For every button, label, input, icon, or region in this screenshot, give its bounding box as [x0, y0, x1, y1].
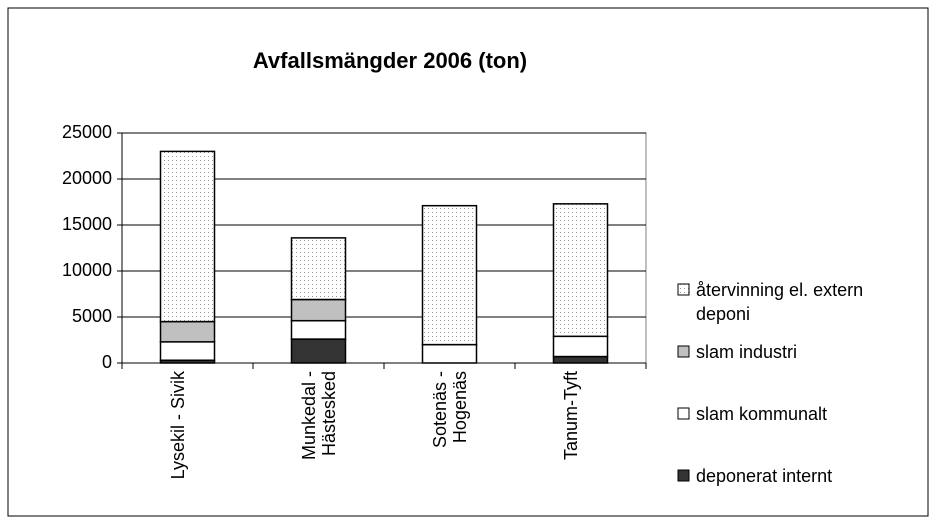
bar-segment	[421, 204, 478, 346]
bar-segment	[290, 319, 347, 340]
legend-marker	[677, 283, 690, 296]
x-tick-label: Lysekil - Sivik	[167, 371, 188, 480]
x-tick-label: Sotenäs - Hogenäs	[429, 371, 470, 449]
legend-label: återvinning el. extern deponi	[696, 280, 864, 324]
bar-segment	[552, 335, 609, 358]
legend-label: slam kommunalt	[696, 404, 828, 424]
bar-segment	[159, 341, 216, 361]
y-tick-label: 0	[102, 352, 112, 372]
y-tick-label: 25000	[62, 122, 112, 142]
chart-title: Avfallsmängder 2006 (ton)	[253, 48, 527, 73]
bar-segment	[421, 343, 478, 364]
x-tick-label: Munkedal - Hästesked	[298, 371, 339, 461]
bar-segment	[552, 355, 609, 364]
y-tick-label: 5000	[72, 306, 112, 326]
x-tick-label: Tanum-Tyft	[560, 371, 581, 461]
y-tick-label: 10000	[62, 260, 112, 280]
legend-marker	[677, 345, 690, 358]
legend-label: slam industri	[696, 342, 798, 362]
bar-segment	[159, 320, 216, 343]
legend-marker	[677, 407, 690, 420]
bar-segment	[290, 338, 347, 364]
bar-segment	[552, 203, 609, 338]
bar-segment	[159, 150, 216, 323]
bar-segment	[290, 298, 347, 322]
y-tick-label: 20000	[62, 168, 112, 188]
legend-label: deponerat internt	[696, 466, 833, 486]
bar-segment	[290, 237, 347, 301]
y-tick-label: 15000	[62, 214, 112, 234]
legend-marker	[677, 469, 690, 482]
